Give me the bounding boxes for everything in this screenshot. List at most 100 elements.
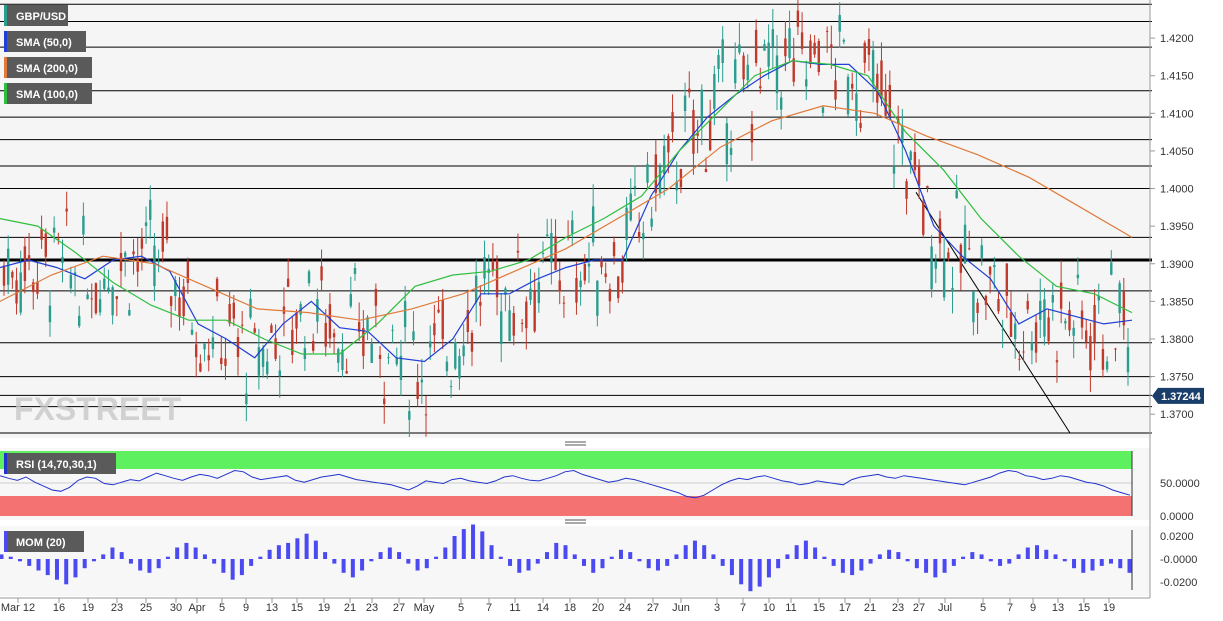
candle-body xyxy=(646,164,649,183)
time-tick-label: Mar 12 xyxy=(1,602,35,614)
momentum-bar xyxy=(868,559,873,564)
time-tick-label: 25 xyxy=(140,602,152,614)
candle-body xyxy=(621,259,624,283)
candle-body xyxy=(11,272,14,278)
legend-tag-color xyxy=(4,31,7,52)
candle-body xyxy=(161,221,164,252)
legend: GBP/USD SMA (50,0) SMA (200,0) SMA (100,0) xyxy=(4,5,92,104)
candle-body xyxy=(662,145,666,174)
horizontal-levels xyxy=(0,3,1152,434)
momentum-bar xyxy=(683,545,688,559)
legend-tag-color xyxy=(4,83,7,104)
momentum-bar xyxy=(711,554,716,559)
rsi-tag-label: RSI (14,70,30,1) xyxy=(16,459,97,471)
time-tick-label: 17 xyxy=(839,602,851,614)
momentum-tag-color xyxy=(4,531,7,552)
momentum-bar xyxy=(313,540,318,559)
time-tick-label: 11 xyxy=(785,602,796,614)
time-tick-label: 23 xyxy=(366,602,378,614)
candle-body xyxy=(470,332,474,352)
candle-body xyxy=(69,274,73,289)
momentum-bar xyxy=(1072,559,1077,569)
candle-body xyxy=(36,281,39,294)
momentum-bar xyxy=(1109,559,1114,564)
momentum-bar xyxy=(110,547,115,559)
candle-body xyxy=(1059,282,1063,309)
momentum-bar xyxy=(961,556,966,559)
momentum-bar xyxy=(1016,554,1021,559)
candle-body xyxy=(642,233,645,240)
candle-body xyxy=(1030,342,1034,351)
time-tick-label: 10 xyxy=(763,602,775,614)
candle-body xyxy=(834,80,837,100)
time-tick-label: 24 xyxy=(619,602,631,614)
momentum-bar xyxy=(859,559,864,571)
candle-body xyxy=(437,309,440,313)
momentum-bar xyxy=(471,524,476,559)
candle-body xyxy=(742,55,745,80)
candle-body xyxy=(571,220,574,234)
time-tick-label: 27 xyxy=(393,602,405,614)
candle-body xyxy=(930,246,933,290)
momentum-bar xyxy=(508,559,513,566)
time-tick-label: 9 xyxy=(243,602,249,614)
candle-body xyxy=(65,208,68,212)
time-tick-label: 20 xyxy=(592,602,604,614)
candle-body xyxy=(708,119,712,151)
legend-tag-bg xyxy=(4,5,68,26)
candle-body xyxy=(579,280,582,288)
candle-body xyxy=(445,361,449,372)
candle-body xyxy=(750,124,754,143)
momentum-bar xyxy=(739,559,744,585)
momentum-bar xyxy=(951,559,956,566)
candle-body xyxy=(500,311,503,345)
candle-body xyxy=(658,166,662,193)
rsi-tag-bg xyxy=(4,453,116,474)
candle-body xyxy=(1034,322,1038,353)
momentum-bar xyxy=(8,556,13,559)
momentum-tick-label: -0.0200 xyxy=(1160,577,1197,589)
candle-body xyxy=(153,245,156,287)
candle-body xyxy=(366,317,369,331)
candle-body xyxy=(955,190,958,199)
candle-body xyxy=(963,224,967,264)
candle-body xyxy=(1118,283,1121,314)
rsi-overbought-zone xyxy=(0,451,1132,469)
candle-body xyxy=(1018,358,1021,360)
momentum-bar xyxy=(212,559,217,564)
time-tick-label: 13 xyxy=(266,602,278,614)
sma-lines xyxy=(0,60,1133,363)
candle-body xyxy=(800,32,804,49)
legend-tag-label: SMA (200,0) xyxy=(16,63,78,75)
momentum-bar xyxy=(17,559,22,562)
candle-body xyxy=(1005,263,1009,296)
candle-body xyxy=(905,181,908,199)
candle-body xyxy=(587,263,591,267)
momentum-bar xyxy=(452,536,457,559)
candle-body xyxy=(704,168,708,173)
candle-body xyxy=(245,393,248,405)
candle-body xyxy=(349,294,353,307)
candle-body xyxy=(466,310,470,332)
candle-body xyxy=(934,260,937,269)
candle-body xyxy=(57,238,60,240)
candle-body xyxy=(692,109,695,154)
momentum-bar xyxy=(489,545,494,559)
candle-body xyxy=(851,83,854,89)
candle-body xyxy=(1072,327,1075,336)
momentum-bar xyxy=(1099,559,1104,566)
candle-body xyxy=(324,322,327,347)
candle-body xyxy=(6,248,10,285)
momentum-panel xyxy=(0,526,1150,596)
candle-body xyxy=(671,112,674,133)
momentum-axis: 0.0200 -0.0000 -0.0200 xyxy=(1160,531,1197,589)
candle-body xyxy=(637,232,641,238)
momentum-bar xyxy=(720,559,725,566)
candle-body xyxy=(412,331,415,341)
time-tick-label: 18 xyxy=(564,602,576,614)
price-tick-label: 1.3800 xyxy=(1160,334,1194,346)
candle-body xyxy=(483,256,486,279)
candle-body xyxy=(374,288,378,306)
candle-body xyxy=(909,151,912,161)
candle-body xyxy=(763,44,766,51)
